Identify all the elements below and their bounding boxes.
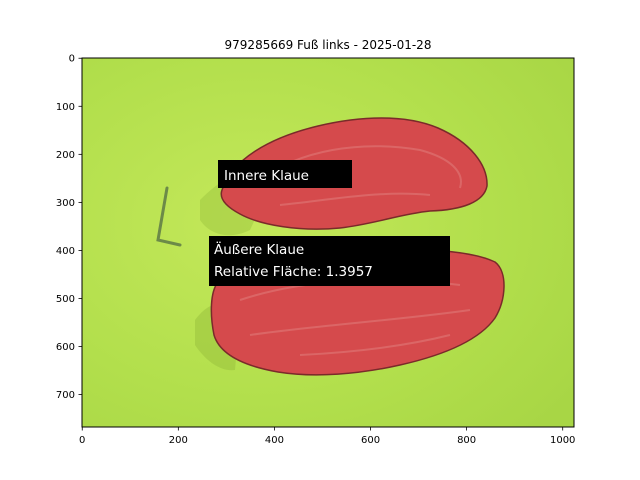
handwritten-mark bbox=[156, 186, 182, 247]
y-tick-label: 300 bbox=[56, 198, 75, 209]
inner-claw-label-box bbox=[218, 160, 352, 188]
y-tick-label: 100 bbox=[56, 102, 75, 113]
figure-title: 979285669 Fuß links - 2025-01-28 bbox=[225, 38, 432, 52]
y-tick-label: 200 bbox=[56, 150, 75, 161]
outer-claw-label-box bbox=[209, 236, 450, 286]
outer-claw-label: Äußere Klaue Relative Fläche: 1.3957 bbox=[209, 236, 450, 286]
x-tick-label: 600 bbox=[361, 435, 380, 446]
y-tick-label: 600 bbox=[56, 342, 75, 353]
inner-claw-mask bbox=[220, 117, 488, 230]
outer-claw-label-line2: Relative Fläche: 1.3957 bbox=[214, 264, 373, 280]
x-axis: 0 200 400 600 800 1000 bbox=[79, 427, 575, 446]
outer-claw-label-line1: Äußere Klaue bbox=[214, 240, 304, 258]
x-tick-label: 800 bbox=[457, 435, 476, 446]
inner-claw-label-text: Innere Klaue bbox=[224, 168, 309, 184]
y-axis: 0 100 200 300 400 500 600 700 bbox=[56, 54, 82, 401]
y-tick-label: 500 bbox=[56, 294, 75, 305]
x-tick-label: 1000 bbox=[550, 435, 575, 446]
x-tick-label: 400 bbox=[265, 435, 284, 446]
image-area: Innere Klaue Äußere Klaue Relative Fläch… bbox=[82, 58, 574, 427]
inner-claw-label: Innere Klaue bbox=[218, 160, 352, 188]
axes-frame bbox=[81, 57, 575, 428]
y-tick-label: 700 bbox=[56, 390, 75, 401]
y-tick-label: 0 bbox=[69, 54, 75, 65]
y-tick-label: 400 bbox=[56, 246, 75, 257]
x-tick-label: 0 bbox=[79, 435, 85, 446]
x-tick-label: 200 bbox=[169, 435, 188, 446]
